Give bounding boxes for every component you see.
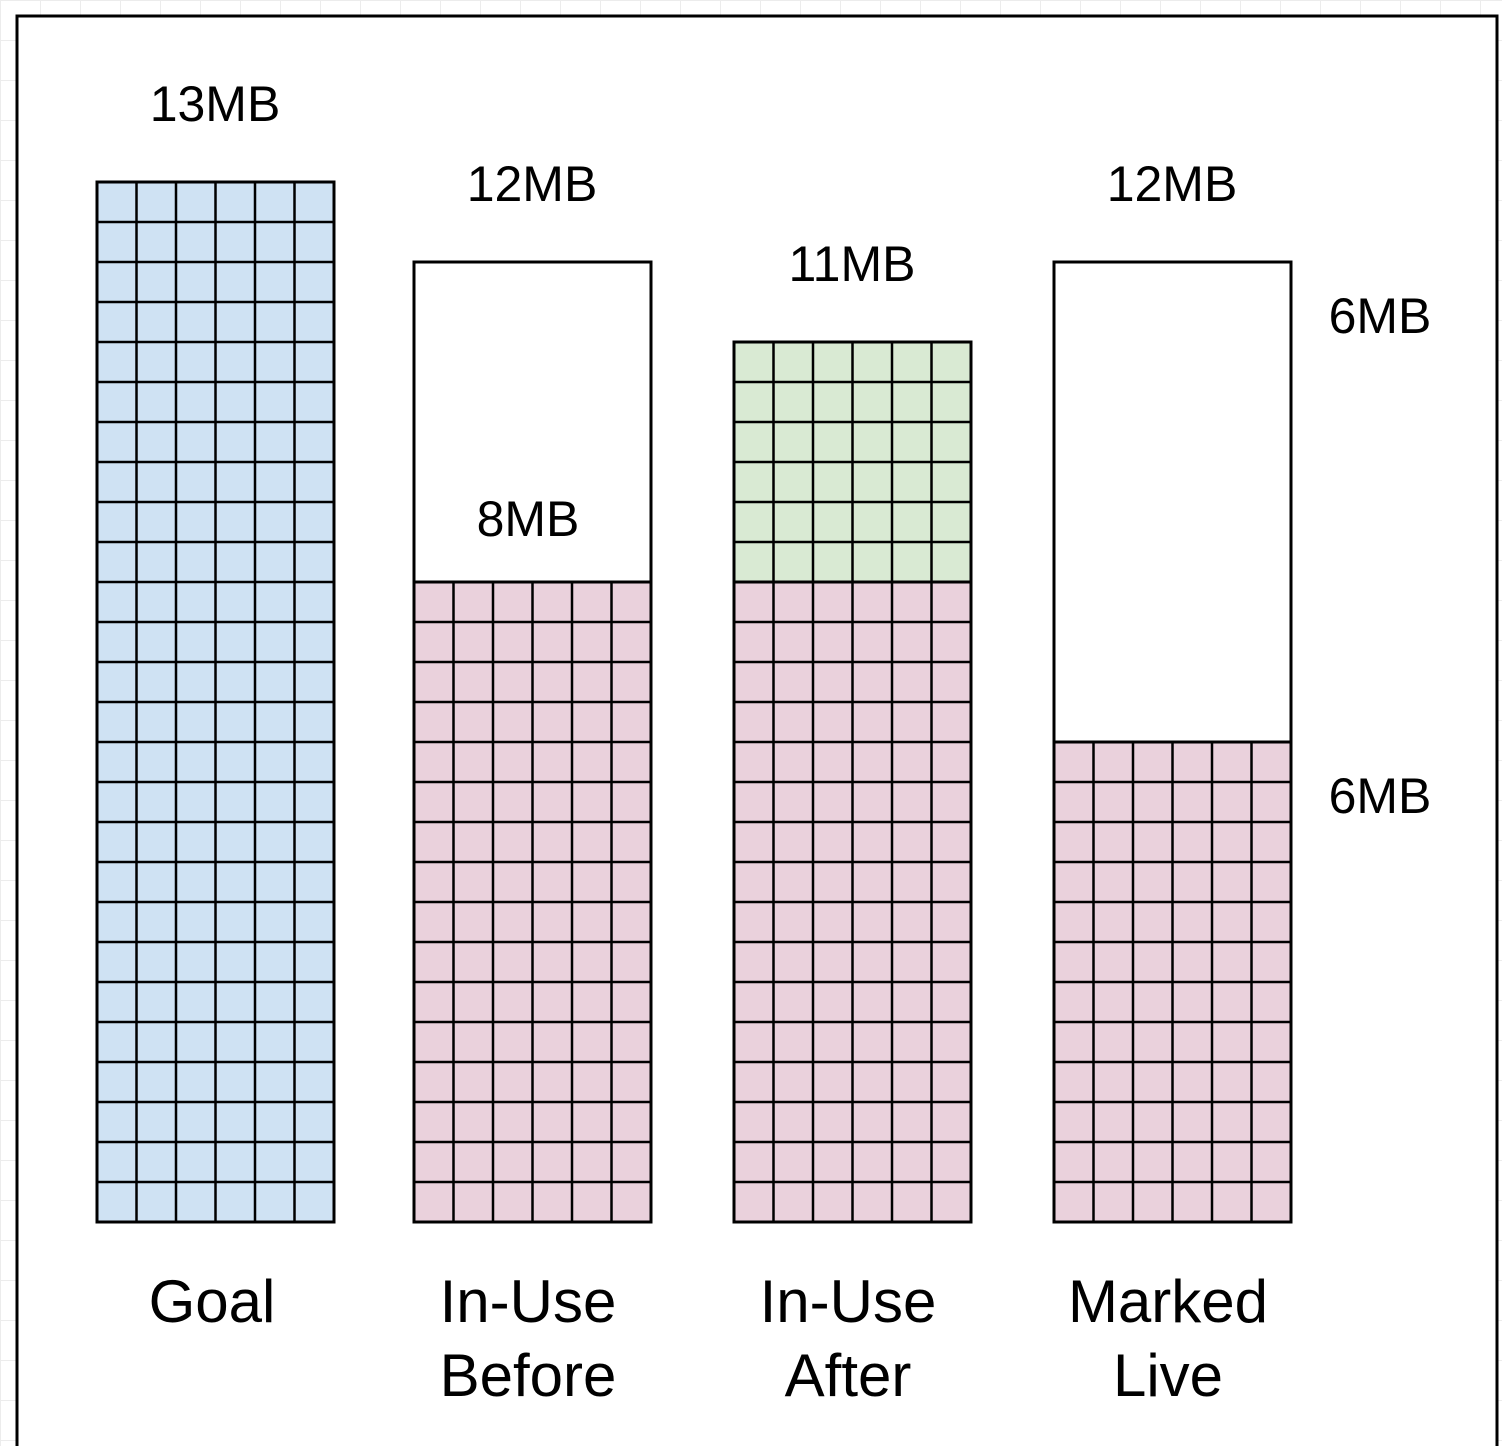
marked-live-top-label: 12MB <box>1107 156 1238 212</box>
goal-column <box>95 180 336 1224</box>
in-use-before-segment-empty <box>412 260 653 584</box>
marked-live-segment-in_use-grid <box>1054 742 1291 1222</box>
goal-segment-goal-outline <box>95 180 336 1224</box>
in-use-before-segment-empty-outline <box>412 260 653 584</box>
columns <box>95 180 1293 1224</box>
in-use-after-column-label-line1: In-Use <box>760 1268 937 1335</box>
in-use-before-column-label-line2: Before <box>440 1342 617 1409</box>
marked-live-segment-empty-fill <box>1054 262 1291 742</box>
in-use-before-top-label: 12MB <box>467 156 598 212</box>
in-use-after-segment-new_alloc-outline <box>732 340 973 584</box>
marked-live-segment-empty <box>1052 260 1293 744</box>
goal-column-label: Goal <box>149 1268 276 1335</box>
in-use-after-segment-new_alloc <box>732 340 973 584</box>
in-use-after-column <box>732 340 973 1224</box>
marked-live-segment-in_use <box>1052 740 1293 1224</box>
in-use-after-top-label: 11MB <box>789 236 916 292</box>
in-use-after-column-label-line2: After <box>785 1342 912 1409</box>
goal-top-label: 13MB <box>150 76 281 132</box>
marked-live-column <box>1052 260 1293 1224</box>
in-use-after-segment-new_alloc-grid <box>734 342 971 582</box>
marked-live-lower-side-label: 6MB <box>1329 768 1432 824</box>
in-use-before-inner-label: 8MB <box>477 491 580 547</box>
marked-live-column-label-line2: Live <box>1113 1342 1223 1409</box>
marked-live-upper-side-label: 6MB <box>1329 288 1432 344</box>
in-use-before-segment-in_use <box>412 580 653 1224</box>
goal-segment-goal <box>95 180 336 1224</box>
in-use-after-segment-in_use-grid <box>734 582 971 1222</box>
in-use-after-segment-in_use <box>732 580 973 1224</box>
marked-live-column-label-line1: Marked <box>1068 1268 1268 1335</box>
in-use-before-column <box>412 260 653 1224</box>
in-use-before-column-label-line1: In-Use <box>440 1268 617 1335</box>
in-use-before-segment-in_use-grid <box>414 582 651 1222</box>
marked-live-segment-empty-outline <box>1052 260 1293 744</box>
in-use-before-segment-empty-fill <box>414 262 651 582</box>
goal-segment-goal-grid <box>97 182 334 1222</box>
